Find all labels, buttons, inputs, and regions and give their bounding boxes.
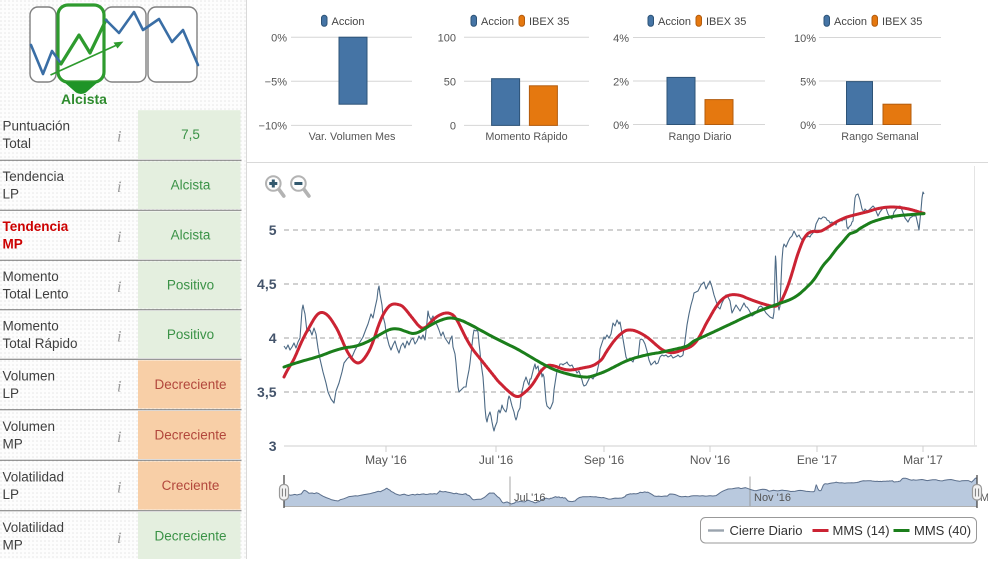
svg-text:Var. Volumen Mes: Var. Volumen Mes: [309, 131, 396, 143]
svg-text:Alcista: Alcista: [61, 91, 107, 107]
svg-text:5%: 5%: [800, 76, 816, 88]
svg-text:Volatilidad: Volatilidad: [3, 470, 65, 485]
svg-text:i: i: [117, 530, 121, 547]
svg-text:Decreciente: Decreciente: [154, 377, 226, 392]
svg-text:0%: 0%: [271, 33, 287, 45]
svg-text:Accion: Accion: [834, 16, 867, 28]
svg-text:i: i: [117, 429, 121, 446]
svg-text:i: i: [117, 378, 121, 395]
svg-text:7,5: 7,5: [181, 127, 200, 142]
svg-text:Ene '17: Ene '17: [797, 453, 838, 467]
svg-text:i: i: [117, 129, 121, 146]
svg-text:i: i: [117, 480, 121, 497]
svg-text:Mar '17: Mar '17: [903, 453, 943, 467]
svg-text:2%: 2%: [613, 76, 629, 88]
svg-text:4%: 4%: [613, 33, 629, 45]
svg-text:4: 4: [269, 330, 277, 346]
svg-text:i: i: [117, 328, 121, 345]
svg-text:Accion: Accion: [658, 16, 691, 28]
svg-text:Volumen: Volumen: [3, 368, 56, 383]
svg-text:Total Rápido: Total Rápido: [3, 336, 78, 351]
svg-text:Nov '16: Nov '16: [754, 492, 791, 504]
svg-text:Nov '16: Nov '16: [690, 453, 731, 467]
svg-text:Tendencia: Tendencia: [3, 219, 69, 234]
svg-text:4,5: 4,5: [257, 276, 277, 292]
svg-text:LP: LP: [3, 187, 20, 202]
svg-text:Volatilidad: Volatilidad: [3, 520, 65, 535]
svg-text:Momento Rápido: Momento Rápido: [485, 131, 567, 143]
svg-text:LP: LP: [3, 487, 20, 502]
svg-text:100: 100: [438, 33, 456, 45]
svg-text:IBEX 35: IBEX 35: [706, 16, 746, 28]
svg-text:M: M: [980, 492, 988, 504]
svg-text:May '16: May '16: [365, 453, 407, 467]
svg-text:Accion: Accion: [332, 16, 365, 28]
svg-text:0%: 0%: [613, 120, 629, 132]
svg-text:Tendencia: Tendencia: [3, 169, 65, 184]
svg-text:Puntuación: Puntuación: [3, 119, 71, 134]
svg-text:Positivo: Positivo: [167, 277, 214, 292]
svg-text:Sep '16: Sep '16: [584, 453, 625, 467]
svg-text:50: 50: [444, 77, 456, 89]
svg-text:0: 0: [450, 121, 456, 133]
svg-text:MP: MP: [3, 537, 23, 552]
svg-text:5: 5: [269, 222, 277, 238]
svg-text:Jul '16: Jul '16: [514, 492, 545, 504]
svg-text:MP: MP: [3, 237, 23, 252]
svg-text:Volumen: Volumen: [3, 419, 56, 434]
svg-text:Jul '16: Jul '16: [479, 453, 514, 467]
svg-text:Momento: Momento: [3, 318, 59, 333]
svg-text:0%: 0%: [800, 120, 816, 132]
svg-text:Rango Diario: Rango Diario: [668, 131, 731, 143]
svg-text:Alcista: Alcista: [171, 178, 211, 193]
svg-text:i: i: [117, 279, 121, 296]
svg-text:IBEX 35: IBEX 35: [529, 16, 569, 28]
svg-text:−10%: −10%: [259, 121, 288, 133]
svg-text:Decreciente: Decreciente: [154, 528, 226, 543]
svg-text:3,5: 3,5: [257, 384, 277, 400]
svg-text:Rango Semanal: Rango Semanal: [841, 131, 918, 143]
svg-text:MMS (40): MMS (40): [914, 523, 971, 538]
svg-text:MMS (14): MMS (14): [833, 523, 890, 538]
svg-text:Momento: Momento: [3, 269, 59, 284]
svg-text:Positivo: Positivo: [167, 327, 214, 342]
svg-text:Decreciente: Decreciente: [154, 427, 226, 442]
svg-text:Total: Total: [3, 136, 32, 151]
svg-text:Accion: Accion: [481, 16, 514, 28]
svg-text:Alcista: Alcista: [171, 228, 211, 243]
svg-text:Total Lento: Total Lento: [3, 286, 69, 301]
svg-text:MP: MP: [3, 436, 23, 451]
svg-text:i: i: [117, 229, 121, 246]
svg-text:IBEX 35: IBEX 35: [882, 16, 922, 28]
svg-text:Cierre Diario: Cierre Diario: [730, 523, 803, 538]
svg-text:3: 3: [269, 438, 277, 454]
svg-text:−5%: −5%: [265, 77, 288, 89]
svg-text:i: i: [117, 179, 121, 196]
svg-text:LP: LP: [3, 386, 20, 401]
svg-text:10%: 10%: [794, 33, 816, 45]
svg-text:Creciente: Creciente: [162, 478, 220, 493]
